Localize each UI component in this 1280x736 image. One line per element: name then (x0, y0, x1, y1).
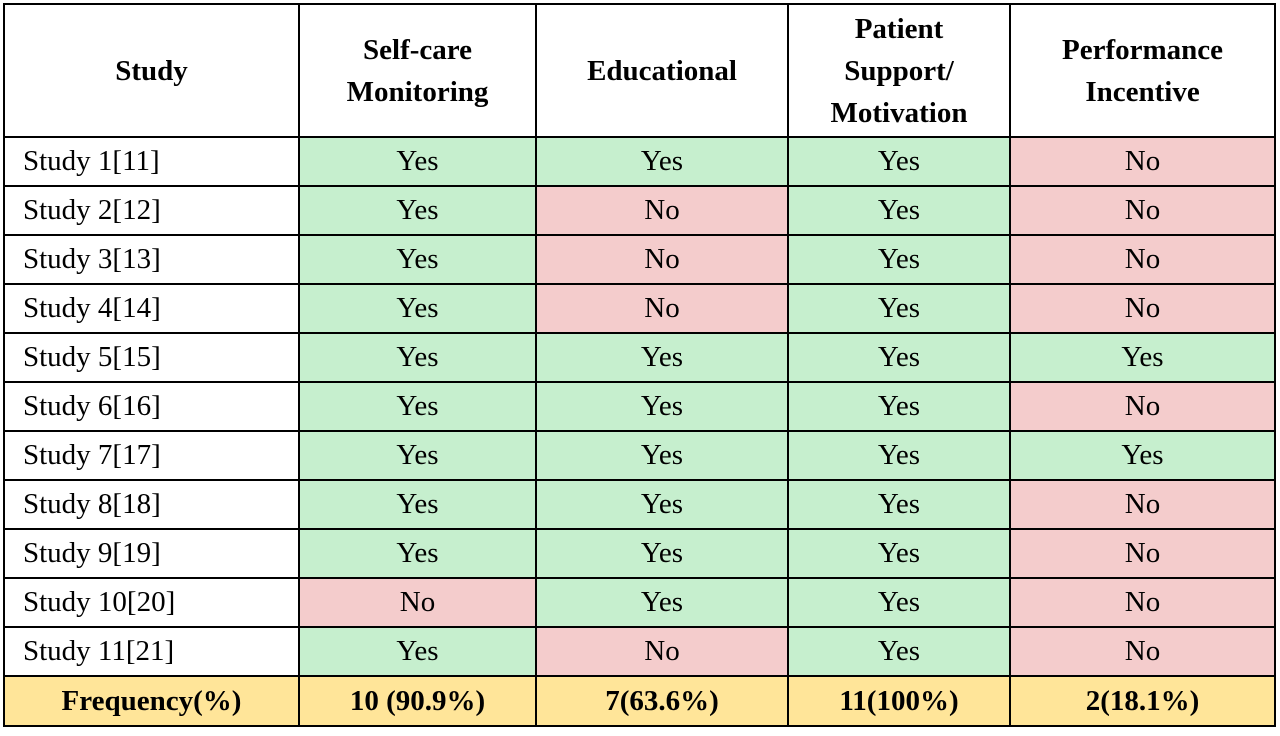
educational-cell: Yes (535, 381, 789, 432)
performance-incentive-cell: No (1009, 626, 1276, 677)
study-cell: Study 9[19] (3, 528, 300, 579)
header-self-care-line-2: Monitoring (346, 75, 489, 108)
header-patient-line-1: Patient (854, 12, 944, 45)
performance-incentive-cell: No (1009, 234, 1276, 285)
patient-support-cell: Yes (787, 577, 1011, 628)
study-cell: Study 11[21] (3, 626, 300, 677)
educational-cell: No (535, 234, 789, 285)
study-cell: Study 3[13] (3, 234, 300, 285)
study-cell: Study 10[20] (3, 577, 300, 628)
performance-incentive-cell: No (1009, 479, 1276, 530)
educational-cell: No (535, 185, 789, 236)
patient-support-cell: Yes (787, 479, 1011, 530)
self-care-cell: Yes (298, 430, 537, 481)
table-row: Study 1[11] Yes Yes Yes No (3, 136, 1276, 187)
header-self-care-monitoring: Self-care Monitoring (298, 3, 537, 138)
study-cell: Study 2[12] (3, 185, 300, 236)
educational-cell: No (535, 626, 789, 677)
performance-incentive-cell: No (1009, 528, 1276, 579)
self-care-cell: Yes (298, 332, 537, 383)
patient-support-cell: Yes (787, 381, 1011, 432)
table-row: Study 3[13] Yes No Yes No (3, 234, 1276, 285)
header-performance-line-1: Performance (1061, 33, 1223, 66)
patient-support-cell: Yes (787, 332, 1011, 383)
self-care-cell: No (298, 577, 537, 628)
table-row: Study 8[18] Yes Yes Yes No (3, 479, 1276, 530)
patient-support-cell: Yes (787, 528, 1011, 579)
educational-cell: Yes (535, 332, 789, 383)
header-educational: Educational (535, 3, 789, 138)
table-row: Study 11[21] Yes No Yes No (3, 626, 1276, 677)
self-care-cell: Yes (298, 185, 537, 236)
study-cell: Study 4[14] (3, 283, 300, 334)
self-care-cell: Yes (298, 528, 537, 579)
frequency-performance-incentive: 2(18.1%) (1009, 675, 1276, 727)
patient-support-cell: Yes (787, 626, 1011, 677)
performance-incentive-cell: No (1009, 577, 1276, 628)
table-row: Study 5[15] Yes Yes Yes Yes (3, 332, 1276, 383)
self-care-cell: Yes (298, 381, 537, 432)
performance-incentive-cell: Yes (1009, 430, 1276, 481)
educational-cell: Yes (535, 479, 789, 530)
study-cell: Study 1[11] (3, 136, 300, 187)
table-row: Study 7[17] Yes Yes Yes Yes (3, 430, 1276, 481)
frequency-row: Frequency(%) 10 (90.9%) 7(63.6%) 11(100%… (3, 675, 1276, 727)
table-row: Study 2[12] Yes No Yes No (3, 185, 1276, 236)
self-care-cell: Yes (298, 136, 537, 187)
table-row: Study 9[19] Yes Yes Yes No (3, 528, 1276, 579)
educational-cell: Yes (535, 528, 789, 579)
self-care-cell: Yes (298, 234, 537, 285)
header-performance-line-2: Incentive (1085, 75, 1200, 108)
frequency-educational: 7(63.6%) (535, 675, 789, 727)
header-row: Study Self-care Monitoring Educational P… (3, 3, 1276, 138)
performance-incentive-cell: No (1009, 381, 1276, 432)
frequency-patient-support: 11(100%) (787, 675, 1011, 727)
patient-support-cell: Yes (787, 185, 1011, 236)
educational-cell: Yes (535, 136, 789, 187)
educational-cell: No (535, 283, 789, 334)
table-row: Study 4[14] Yes No Yes No (3, 283, 1276, 334)
frequency-label: Frequency(%) (3, 675, 300, 727)
header-patient-line-3: Motivation (830, 96, 968, 129)
frequency-self-care: 10 (90.9%) (298, 675, 537, 727)
performance-incentive-cell: No (1009, 136, 1276, 187)
header-performance-incentive: Performance Incentive (1009, 3, 1276, 138)
study-cell: Study 6[16] (3, 381, 300, 432)
patient-support-cell: Yes (787, 283, 1011, 334)
table-row: Study 10[20] No Yes Yes No (3, 577, 1276, 628)
study-cell: Study 7[17] (3, 430, 300, 481)
educational-cell: Yes (535, 430, 789, 481)
patient-support-cell: Yes (787, 136, 1011, 187)
intervention-table: Study Self-care Monitoring Educational P… (3, 3, 1276, 727)
patient-support-cell: Yes (787, 234, 1011, 285)
performance-incentive-cell: No (1009, 283, 1276, 334)
table-row: Study 6[16] Yes Yes Yes No (3, 381, 1276, 432)
educational-cell: Yes (535, 577, 789, 628)
header-study-line-1: Study (115, 54, 188, 87)
header-patient-line-2: Support/ (844, 54, 954, 87)
study-cell: Study 5[15] (3, 332, 300, 383)
self-care-cell: Yes (298, 626, 537, 677)
table-body: Study 1[11] Yes Yes Yes No Study 2[12] Yes No Ye… (3, 136, 1276, 677)
performance-incentive-cell: No (1009, 185, 1276, 236)
header-self-care-line-1: Self-care (363, 33, 472, 66)
study-cell: Study 8[18] (3, 479, 300, 530)
performance-incentive-cell: Yes (1009, 332, 1276, 383)
self-care-cell: Yes (298, 283, 537, 334)
patient-support-cell: Yes (787, 430, 1011, 481)
header-patient-support-motivation: Patient Support/ Motivation (787, 3, 1011, 138)
header-educational-line-1: Educational (587, 54, 737, 87)
self-care-cell: Yes (298, 479, 537, 530)
header-study: Study (3, 3, 300, 138)
